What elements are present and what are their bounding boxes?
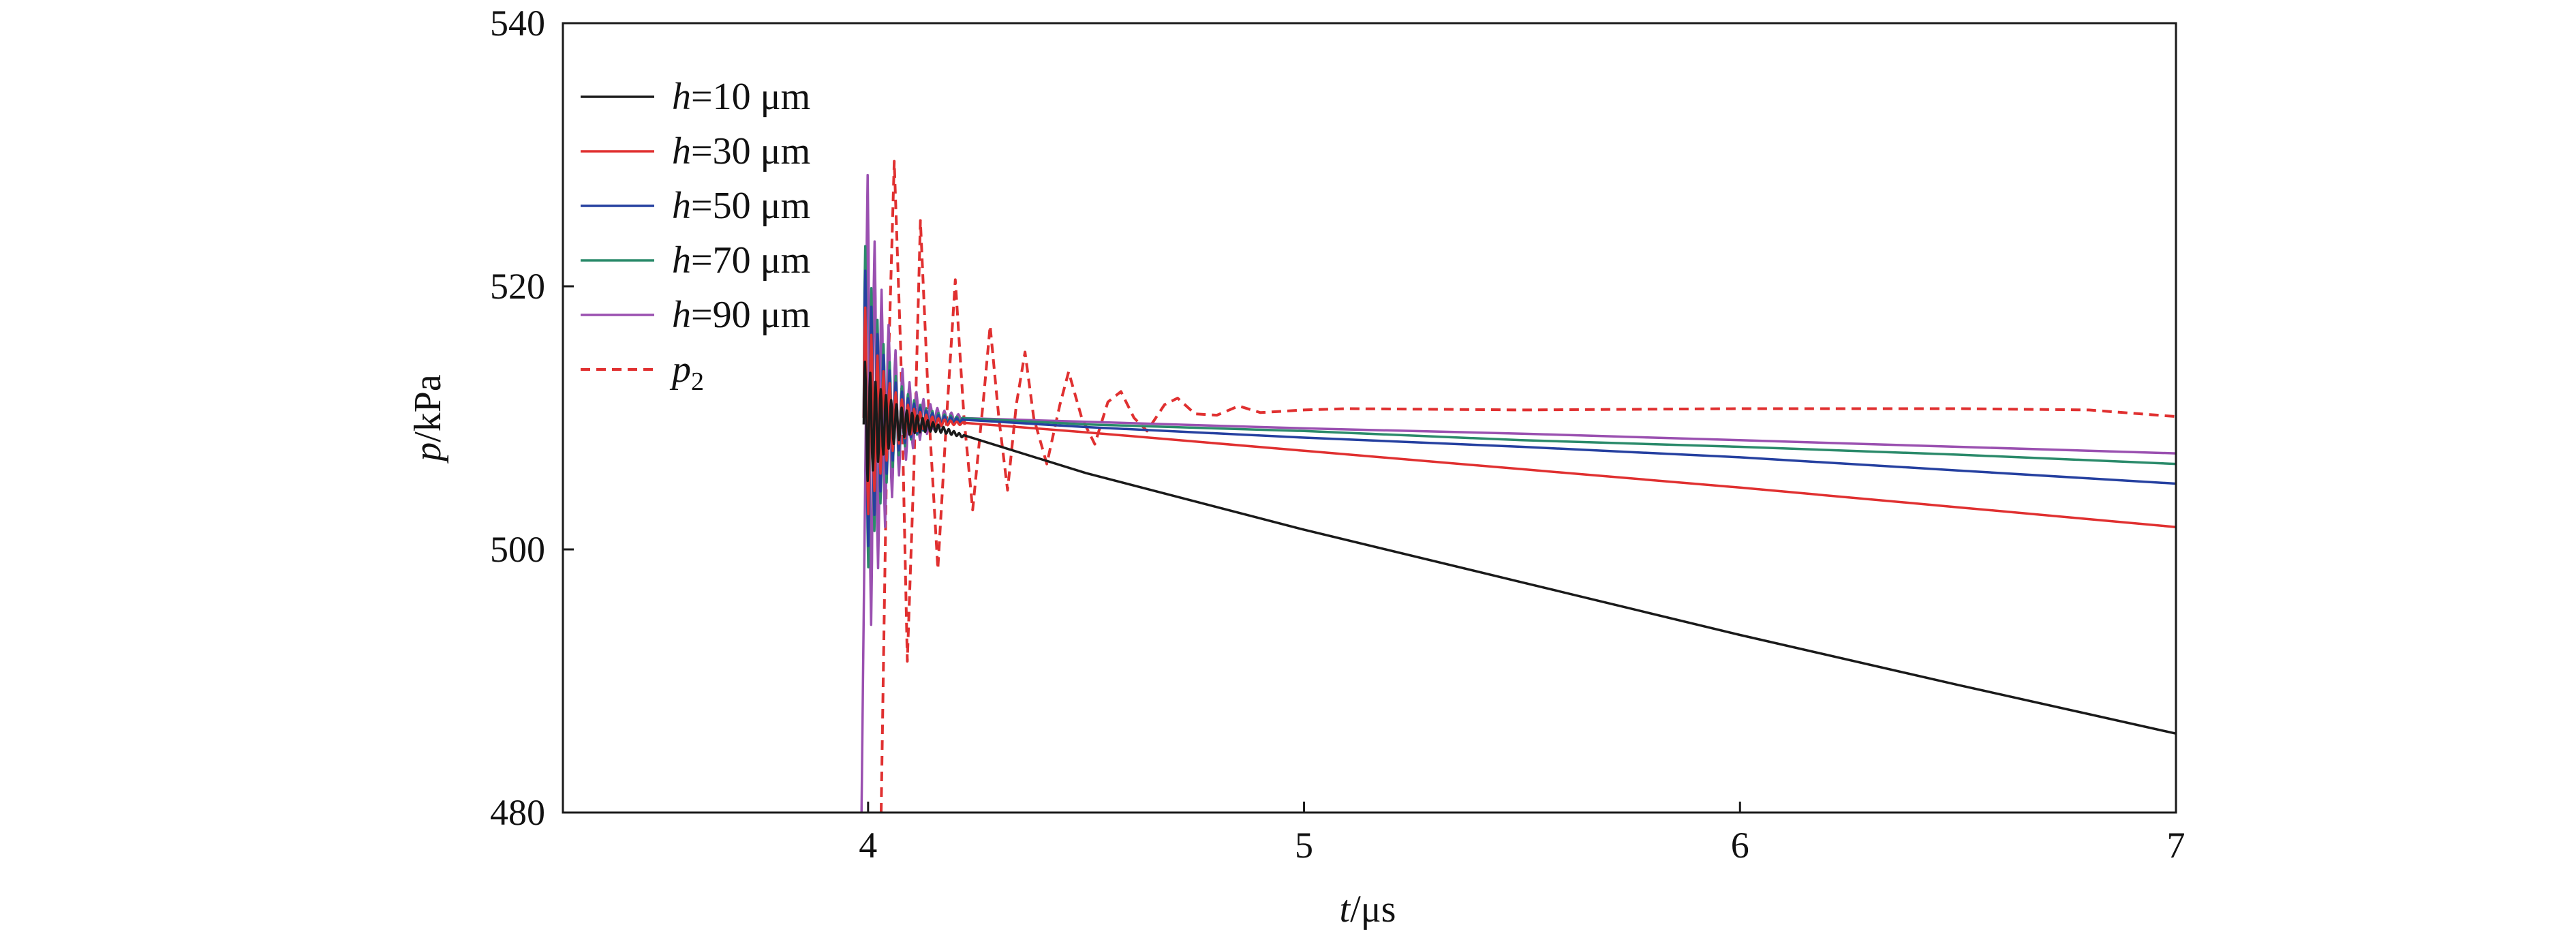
plot-area xyxy=(563,23,2176,813)
x-tick-label: 5 xyxy=(1295,825,1313,866)
legend-symbol: h xyxy=(672,130,691,172)
legend-label-2: h=50 μm xyxy=(672,185,810,227)
legend-rest: =10 μm xyxy=(691,76,810,118)
series-line-0 xyxy=(862,361,2177,735)
legend-rest: =90 μm xyxy=(691,294,810,336)
plot-frame xyxy=(562,22,2177,814)
x-axis-unit: /μs xyxy=(1350,888,1396,930)
legend-label-1: h=30 μm xyxy=(672,130,810,172)
y-tick-label: 480 xyxy=(490,792,545,833)
ticks-layer: 4 5 6 7 480 500 520 540 xyxy=(490,3,2186,866)
legend-symbol: p xyxy=(669,348,691,391)
legend-label-4: h=90 μm xyxy=(672,294,810,336)
legend-rest: =70 μm xyxy=(691,239,810,282)
y-tick-label: 540 xyxy=(490,3,545,44)
series-layer xyxy=(860,160,2177,813)
legend-rest: =50 μm xyxy=(691,185,810,227)
y-axis-unit: /kPa xyxy=(407,374,449,442)
y-tick-label: 520 xyxy=(490,266,545,307)
legend-symbol: h xyxy=(672,185,691,227)
x-tick-label: 7 xyxy=(2167,825,2186,866)
x-axis-symbol: t xyxy=(1340,888,1351,930)
y-axis-title: p/kPa xyxy=(407,374,449,464)
y-tick-label: 500 xyxy=(490,529,545,570)
legend-label-0: h=10 μm xyxy=(672,76,810,118)
legend-symbol: h xyxy=(672,239,691,282)
legend-rest: =30 μm xyxy=(691,130,810,172)
y-axis-symbol: p xyxy=(407,442,449,464)
legend-subscript: 2 xyxy=(691,367,704,396)
legend-label-3: h=70 μm xyxy=(672,239,810,282)
x-axis-title: t/μs xyxy=(1340,888,1396,930)
series-line-4 xyxy=(860,173,2177,813)
legend-symbol: h xyxy=(672,294,691,336)
series-line-5 xyxy=(880,160,2177,813)
x-tick-label: 4 xyxy=(859,825,877,866)
legend-label-5: p2 xyxy=(669,348,704,396)
legend-symbol: h xyxy=(672,76,691,118)
x-tick-label: 6 xyxy=(1731,825,1749,866)
